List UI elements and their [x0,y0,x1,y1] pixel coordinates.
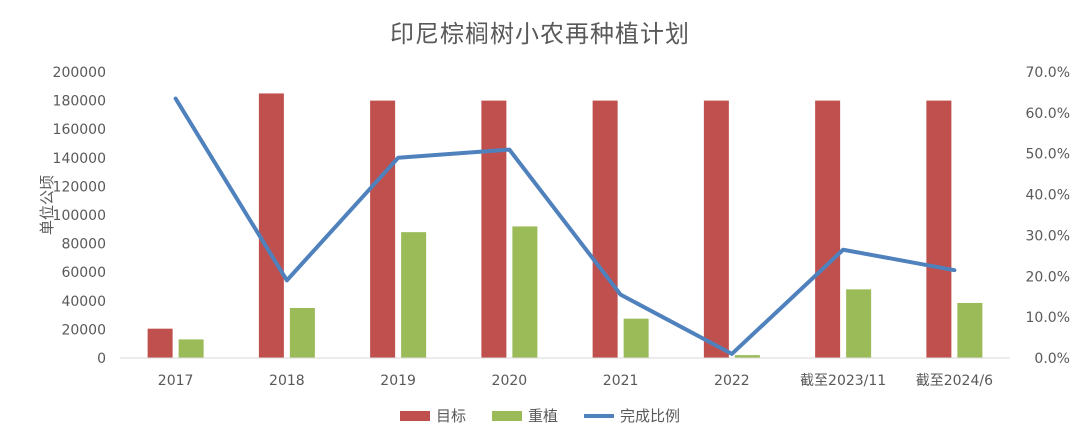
y-tick-label-right: 60.0% [1026,106,1070,122]
y-tick-label-left: 200000 [53,65,106,81]
y-tick-label-left: 160000 [53,122,106,138]
x-tick-label: 截至2024/6 [916,373,993,389]
x-tick-label: 2020 [492,373,528,389]
y-tick-label-left: 120000 [53,179,106,195]
y-tick-label-left: 0 [97,351,106,367]
x-axis: 2017 2018 2019 2020 2021 2022 截至2023/11 截至2024/… [158,373,993,389]
y-tick-label-right: 0.0% [1034,351,1070,367]
legend-label-completion: 完成比例 [620,407,681,425]
bar-replanted [289,307,315,358]
bar-target [258,93,284,358]
y-axis-label: 单位公顷 [38,175,56,235]
legend-swatch-replanted [491,410,522,421]
x-tick-label: 截至2023/11 [800,373,886,389]
y-tick-label-right: 20.0% [1026,269,1070,285]
line-series [173,96,957,356]
bar-target [592,100,618,358]
legend-label-target: 目标 [435,407,466,425]
legend: 目标 重植 完成比例 [0,405,1080,426]
bar-target [147,328,173,358]
bar-target [926,100,952,358]
line-completion [173,96,957,356]
bar-replanted [846,289,872,358]
y-tick-label-right: 10.0% [1026,310,1070,326]
y-tick-label-right: 30.0% [1026,228,1070,244]
y-tick-label-right: 40.0% [1026,188,1070,204]
x-tick-label: 2021 [603,373,639,389]
legend-label-replanted: 重植 [527,407,558,425]
y-tick-label-right: 50.0% [1026,147,1070,163]
bar-target [481,100,507,358]
y-tick-label-left: 40000 [61,294,106,310]
y-axis-left: 0 20000 40000 60000 80000 100000 120000 140000 1… [53,65,106,367]
bar-target [815,100,841,358]
legend-item-completion: 完成比例 [584,405,680,426]
legend-swatch-target [399,410,430,421]
y-tick-label-left: 60000 [61,265,106,281]
legend-item-replanted: 重植 [491,405,558,426]
y-tick-label-left: 180000 [53,94,106,110]
y-tick-label-left: 140000 [53,151,106,167]
bar-replanted [734,355,760,358]
bar-replanted [401,232,427,358]
y-tick-label-left: 20000 [61,322,106,338]
x-tick-label: 2017 [158,373,194,389]
y-tick-label-right: 70.0% [1026,65,1070,81]
bar-replanted [623,318,649,358]
x-tick-label: 2022 [714,373,750,389]
bar-replanted [512,226,538,358]
bar-target [370,100,396,358]
y-axis-right: 0.0% 10.0% 20.0% 30.0% 40.0% 50.0% 60.0% 70.0% [1026,65,1070,367]
x-tick-label: 2018 [269,373,305,389]
bar-target [703,100,729,358]
legend-item-target: 目标 [399,405,466,426]
chart-title: 印尼棕榈树小农再种植计划 [390,20,690,48]
legend-swatch-completion [584,413,614,418]
y-tick-label-left: 100000 [53,208,106,224]
y-tick-label-left: 80000 [61,237,106,253]
bar-replanted [957,302,983,358]
x-tick-label: 2019 [380,373,416,389]
bar-replanted [178,339,204,358]
bar-series [147,93,983,358]
